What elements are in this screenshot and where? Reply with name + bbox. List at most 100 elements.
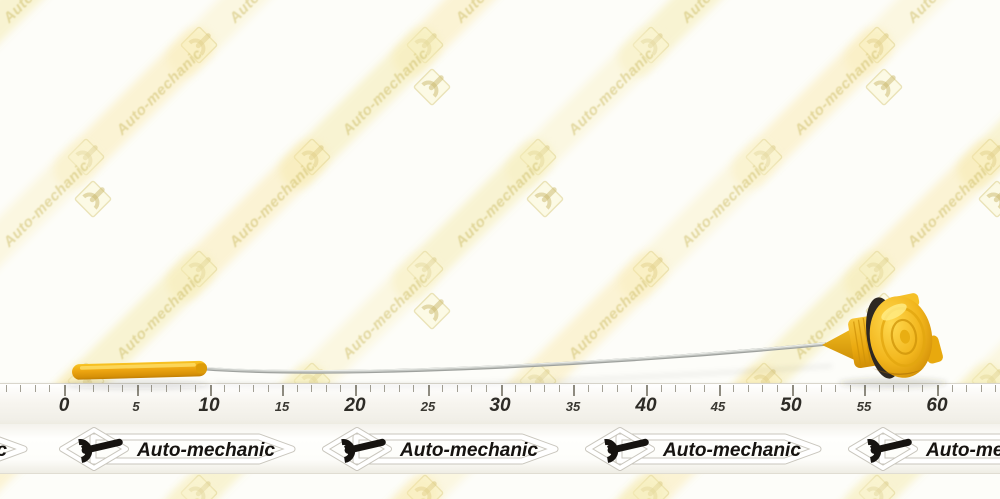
ruler-tick (937, 385, 939, 396)
watermark-strip (385, 0, 561, 84)
watermark-strip (837, 0, 1000, 84)
watermark-strip (385, 132, 561, 308)
watermark-diamond-icon (519, 138, 557, 176)
brand-logo-band: Auto-mechanic (0, 424, 1000, 474)
cap-disc (869, 296, 933, 378)
ruler-tick (820, 385, 822, 392)
dipstick-handle (72, 360, 208, 380)
ruler-tick (456, 385, 458, 392)
brand-logo: Auto-mechanic (585, 427, 829, 471)
ruler-label: 35 (565, 399, 581, 414)
wrench-icon (604, 438, 649, 463)
ruler-tick (427, 385, 430, 396)
watermark-diamond-icon (865, 68, 903, 106)
watermark-diamond-icon (406, 250, 444, 288)
watermark-diamond-icon (413, 68, 451, 106)
ruler-tick (340, 385, 342, 392)
ruler-label: 55 (856, 399, 872, 414)
watermark-diamond-icon (293, 138, 331, 176)
ruler-tick (791, 385, 794, 396)
ruler-tick (660, 385, 662, 392)
watermark-strip (837, 132, 1000, 308)
ruler-tick (951, 385, 953, 392)
watermark-diamond-icon (858, 250, 896, 288)
watermark-diamond-icon (74, 180, 112, 218)
ruler-tick (413, 385, 415, 392)
ruler-label: 5 (132, 399, 140, 414)
ruler-label: 25 (420, 399, 436, 414)
watermark-diamond-icon (971, 138, 1000, 176)
wrench-icon (341, 438, 386, 463)
ruler-tick (384, 385, 386, 392)
ruler-tick (93, 385, 95, 392)
watermark-strip (724, 20, 900, 196)
watermark-diamond-icon (180, 474, 218, 499)
ruler-tick (980, 385, 982, 392)
ruler-tick (267, 385, 269, 392)
ruler-tick (34, 385, 36, 392)
watermark-text: Auto-mechanic (338, 45, 433, 139)
watermark-diamond-icon (858, 26, 896, 64)
ruler-label: 10 (198, 395, 220, 416)
watermark-text: Auto-mechanic (564, 45, 659, 139)
ruler-tick (806, 385, 808, 392)
ruler-tick (529, 385, 531, 392)
ruler-tick (224, 385, 226, 392)
ruler-tick (471, 385, 473, 392)
ruler-tick (631, 385, 633, 392)
ruler-tick (907, 385, 909, 392)
wrench-icon (78, 438, 123, 463)
ruler-tick (180, 385, 182, 392)
watermark-strip (272, 20, 448, 196)
brand-logo: Auto-mechanic (0, 429, 35, 469)
ruler-tick (922, 385, 924, 392)
watermark-diamond-icon (406, 26, 444, 64)
ruler-tick (355, 385, 357, 396)
ruler-tick (311, 385, 313, 392)
ruler-label: 20 (344, 395, 366, 416)
ruler-tick (78, 385, 80, 392)
watermark-diamond-icon (526, 180, 564, 218)
ruler-tick (282, 385, 285, 396)
ruler-tick (835, 385, 837, 392)
watermark-diamond-icon (0, 66, 1, 108)
watermark-strip (498, 20, 674, 196)
ruler-tick (689, 385, 691, 392)
cap-cone (822, 326, 861, 363)
ruler-label: 50 (780, 395, 802, 416)
watermark-diamond-icon (67, 138, 105, 176)
cap-bottom-shade (872, 368, 925, 375)
watermark-text: Auto-mechanic (112, 269, 207, 363)
ruler-tick (5, 385, 7, 392)
ruler-tick (442, 385, 444, 392)
watermark-diamond-icon (632, 250, 670, 288)
ruler-label: 30 (489, 395, 511, 416)
watermark-text: Auto-mechanic (452, 0, 545, 27)
ruler-tick (64, 385, 66, 396)
ruler-tick (718, 385, 721, 396)
watermark-strip (159, 0, 335, 84)
ruler-tick (515, 385, 517, 392)
logo-text: Auto-mechanic (925, 440, 1000, 461)
watermark-strip (46, 20, 222, 196)
dipstick-rod (202, 342, 827, 374)
ruler-tick (587, 385, 589, 392)
cap-ribbed-neck (848, 315, 883, 369)
ruler-tick (995, 385, 997, 392)
ruler-label: 45 (710, 399, 726, 414)
ruler-tick (500, 385, 503, 396)
ruler-tick (398, 385, 400, 392)
watermark-text: Auto-mechanic (790, 45, 885, 139)
ruler-tick (136, 385, 139, 396)
cap-oring (866, 297, 902, 379)
ruler-tick (253, 385, 255, 392)
watermark-text: Auto-mechanic (113, 493, 206, 499)
brand-logo: Auto-mechanic (322, 427, 566, 471)
ruler-tick (151, 385, 153, 392)
logo-text: Auto-mechanic (662, 440, 801, 461)
watermark-text: Auto-mechanic (678, 0, 771, 27)
ruler-tick (776, 385, 778, 392)
ruler-label: 40 (635, 395, 657, 416)
watermark-text: Auto-mechanic (451, 157, 546, 251)
watermark-text: Auto-mechanic (790, 269, 885, 363)
